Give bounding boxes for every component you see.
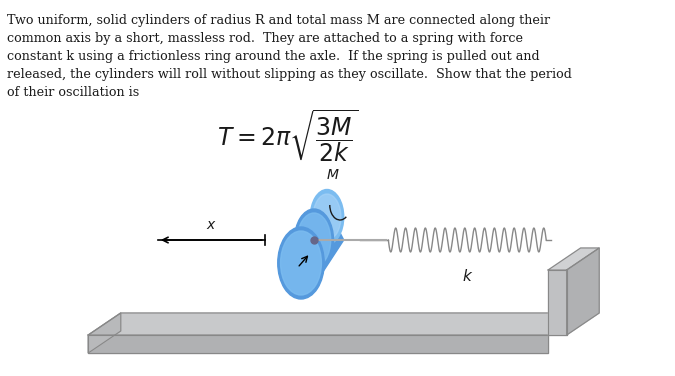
Text: Two uniform, solid cylinders of radius R and total mass M are connected along th: Two uniform, solid cylinders of radius R… [7, 14, 551, 27]
Polygon shape [299, 200, 344, 277]
Ellipse shape [281, 231, 321, 295]
Text: $M$: $M$ [326, 168, 340, 182]
Text: constant k using a frictionless ring around the axle.  If the spring is pulled o: constant k using a frictionless ring aro… [7, 50, 540, 63]
Polygon shape [548, 270, 567, 335]
Text: released, the cylinders will roll without slipping as they oscillate.  Show that: released, the cylinders will roll withou… [7, 68, 572, 81]
Text: $x$: $x$ [206, 218, 217, 232]
Polygon shape [548, 248, 599, 270]
Polygon shape [88, 313, 121, 353]
Ellipse shape [310, 190, 344, 244]
Polygon shape [567, 248, 599, 335]
Ellipse shape [297, 213, 331, 267]
Text: $T = 2\pi\sqrt{\dfrac{3M}{2k}}$: $T = 2\pi\sqrt{\dfrac{3M}{2k}}$ [217, 108, 359, 165]
Text: $R$: $R$ [288, 266, 299, 280]
Polygon shape [88, 335, 548, 353]
Text: of their oscillation is: of their oscillation is [7, 86, 140, 99]
Ellipse shape [294, 209, 333, 271]
Text: common axis by a short, massless rod.  They are attached to a spring with force: common axis by a short, massless rod. Th… [7, 32, 523, 45]
Ellipse shape [313, 194, 341, 240]
Polygon shape [88, 313, 580, 335]
Text: $k$: $k$ [462, 268, 473, 284]
Ellipse shape [277, 227, 324, 299]
